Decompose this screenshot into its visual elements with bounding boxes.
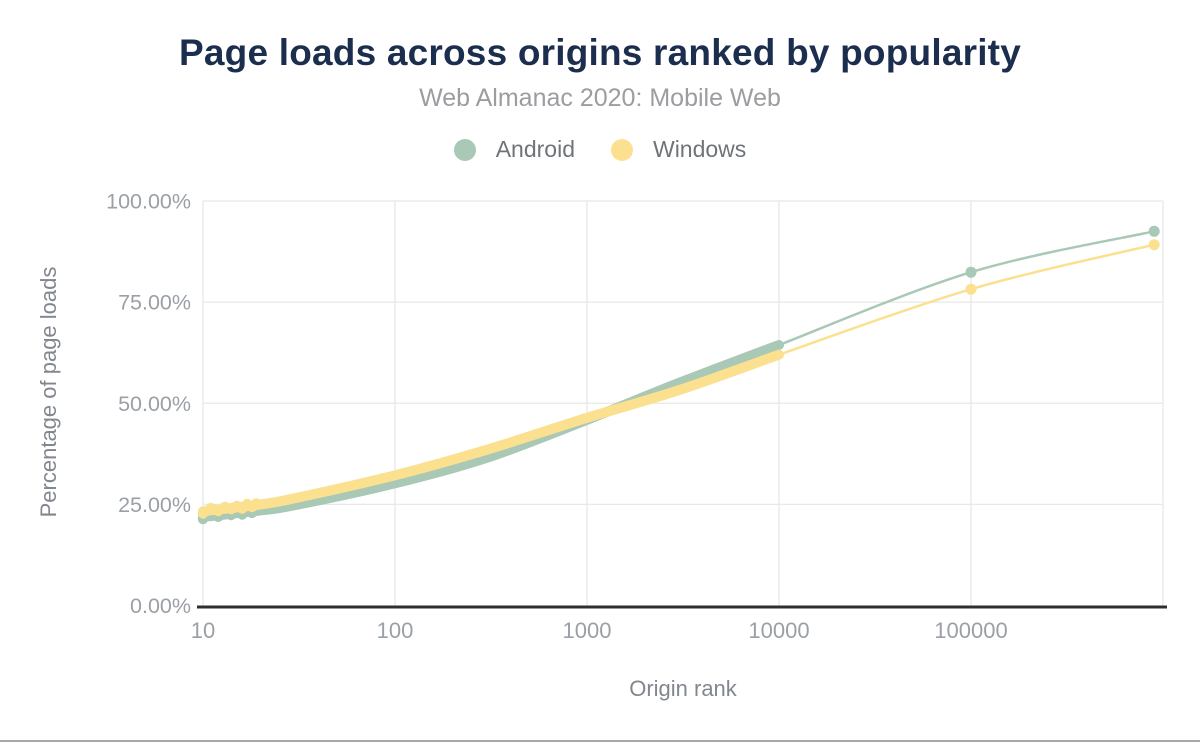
- chart-subtitle: Web Almanac 2020: Mobile Web: [419, 84, 781, 112]
- series-line-windows[interactable]: [777, 243, 1156, 356]
- legend: Android Windows: [0, 136, 1200, 163]
- legend-item-windows[interactable]: Windows: [610, 136, 747, 163]
- series-marker-windows[interactable]: [1148, 239, 1160, 251]
- y-tick-label: 100.00%: [106, 190, 191, 214]
- legend-swatch-icon: [610, 138, 633, 161]
- y-tick-label: 25.00%: [118, 493, 191, 517]
- legend-label: Windows: [652, 136, 747, 162]
- series-marker-android[interactable]: [965, 266, 977, 278]
- x-tick-label: 100000: [934, 618, 1007, 643]
- series-marker-windows[interactable]: [965, 283, 977, 295]
- legend-label: Android: [495, 136, 575, 162]
- y-tick-label: 0.00%: [130, 594, 191, 618]
- page-title: Page loads across origins ranked by popu…: [179, 32, 1021, 73]
- x-tick-label: 10000: [748, 618, 809, 643]
- series-band-windows[interactable]: [198, 349, 784, 517]
- legend-swatch-icon: [453, 138, 476, 161]
- y-tick-label: 75.00%: [118, 291, 191, 315]
- x-tick-label: 10: [191, 618, 215, 643]
- x-axis-title: Origin rank: [629, 676, 737, 701]
- x-tick-label: 1000: [563, 618, 612, 643]
- series-marker-android[interactable]: [1148, 225, 1160, 237]
- series-band-android[interactable]: [198, 340, 784, 522]
- x-tick-label: 100: [377, 618, 414, 643]
- legend-item-android[interactable]: Android: [453, 136, 575, 163]
- y-tick-label: 50.00%: [118, 392, 191, 416]
